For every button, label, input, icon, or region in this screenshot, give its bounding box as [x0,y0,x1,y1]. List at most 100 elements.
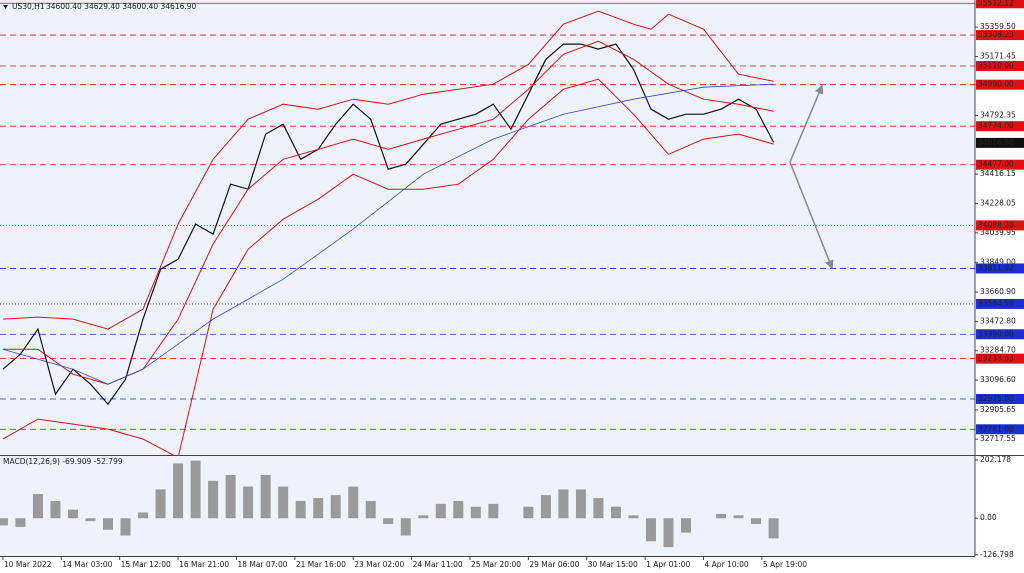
macd-bar [225,475,236,519]
level-label-box [976,60,1024,71]
level-label-box [976,79,1024,90]
level-label-box [976,0,1024,9]
arrow-down [789,161,834,270]
macd-bar [330,495,341,519]
level-label-box [976,220,1024,231]
level-label: 33233.63 [978,354,1014,363]
macd-bar [138,512,149,519]
level-label: 33584.59 [978,299,1014,308]
level-label-box [976,298,1024,309]
x-tick-label: 24 Mar 11:00 [413,560,463,569]
y-tick-label: 202.178 [980,455,1011,464]
x-tick-label: 18 Mar 07:00 [237,560,287,569]
y-tick-label: 33472.80 [980,316,1016,325]
macd-bar [295,500,306,519]
macd-bar [120,518,131,536]
macd-bar [593,498,604,519]
y-tick-label: 35171.45 [980,51,1016,60]
macd-bar [173,463,184,519]
level-label-box [976,424,1024,435]
macd-bar [190,460,201,519]
price-line [2,78,774,455]
level-label-box [976,137,1024,148]
macd-bar [0,518,8,526]
macd-bar [610,506,621,519]
macd-bar [768,518,779,539]
macd-bar [67,509,78,519]
macd-bar [716,513,727,519]
macd-bar [50,500,61,519]
level-label: 34088.20 [978,220,1014,229]
level-label: 32975.00 [978,394,1014,403]
y-tick-label: 33849.00 [980,258,1016,267]
x-tick-label: 5 Apr 19:00 [763,560,807,569]
macd-bar [488,503,499,519]
macd-bar [208,480,219,519]
macd-bar [32,494,43,519]
macd-bar [645,518,656,542]
macd-bar [575,489,586,519]
y-tick-label: 34039.95 [980,228,1016,237]
macd-bar [751,518,762,525]
macd-bar [383,518,394,525]
symbol-marker [3,5,8,9]
arrow-up [789,84,824,163]
macd-bar [348,486,359,519]
ohlc: 34600.40 34629.40 34600.40 34616.90 [46,2,197,11]
macd-bar [681,518,692,533]
symbol: US30,H1 [12,2,45,11]
level-label: 34724.00 [978,121,1014,130]
x-tick-label: 30 Mar 15:00 [588,560,638,569]
x-tick-label: 16 Mar 21:00 [179,560,229,569]
macd-bar [85,518,96,522]
y-tick-label: 33284.70 [980,346,1016,355]
price-line [2,10,774,330]
y-tick-label: -126.798 [980,550,1014,559]
y-tick-label: 33096.60 [980,375,1016,384]
macd-bar [260,475,271,519]
macd-bar [155,489,166,519]
y-tick-label: 0.00 [980,513,997,522]
macd-bar [523,506,534,519]
level-label: 32781.00 [978,424,1014,433]
y-tick-label: 34228.05 [980,199,1016,208]
macd-bar [663,518,674,548]
x-tick-label: 10 Mar 2022 [4,560,52,569]
macd-title: MACD(12,26,9) -69.909 -52.799 [3,457,123,466]
level-label-box [976,159,1024,170]
macd-bar [558,489,569,519]
y-tick-label: 35359.50 [980,22,1016,31]
macd-bar [435,503,446,519]
macd-bar [243,486,254,519]
y-tick-label: 34416.15 [980,169,1016,178]
level-label: 33390.00 [978,329,1014,338]
macd-bar [313,498,324,519]
level-label: 33811.92 [978,263,1014,272]
x-tick-label: 15 Mar 12:00 [121,560,171,569]
macd-bar [453,500,464,519]
level-label-box [976,353,1024,364]
level-label-box [976,329,1024,340]
level-label: 34477.00 [978,160,1014,169]
level-label: 35110.00 [978,61,1014,70]
macd-bar [400,518,411,536]
x-tick-label: 4 Apr 10:00 [705,560,749,569]
macd-bar [733,515,744,519]
macd-bar [628,515,639,519]
level-label: 35512.12 [978,0,1014,7]
macd-bar [278,486,289,519]
macd-bar [103,518,114,530]
macd-panel [0,456,975,556]
x-tick-label: 29 Mar 06:00 [529,560,579,569]
x-tick-label: 25 Mar 20:00 [471,560,521,569]
x-tick-label: 23 Mar 02:00 [354,560,404,569]
macd-bar [365,500,376,519]
y-tick-label: 32717.55 [980,434,1016,443]
y-tick-label: 33660.90 [980,287,1016,296]
level-label-box [976,263,1024,274]
level-label: 34990.00 [978,80,1014,89]
macd-bar [418,515,429,519]
macd-bar [470,506,481,519]
level-label-box [976,121,1024,132]
